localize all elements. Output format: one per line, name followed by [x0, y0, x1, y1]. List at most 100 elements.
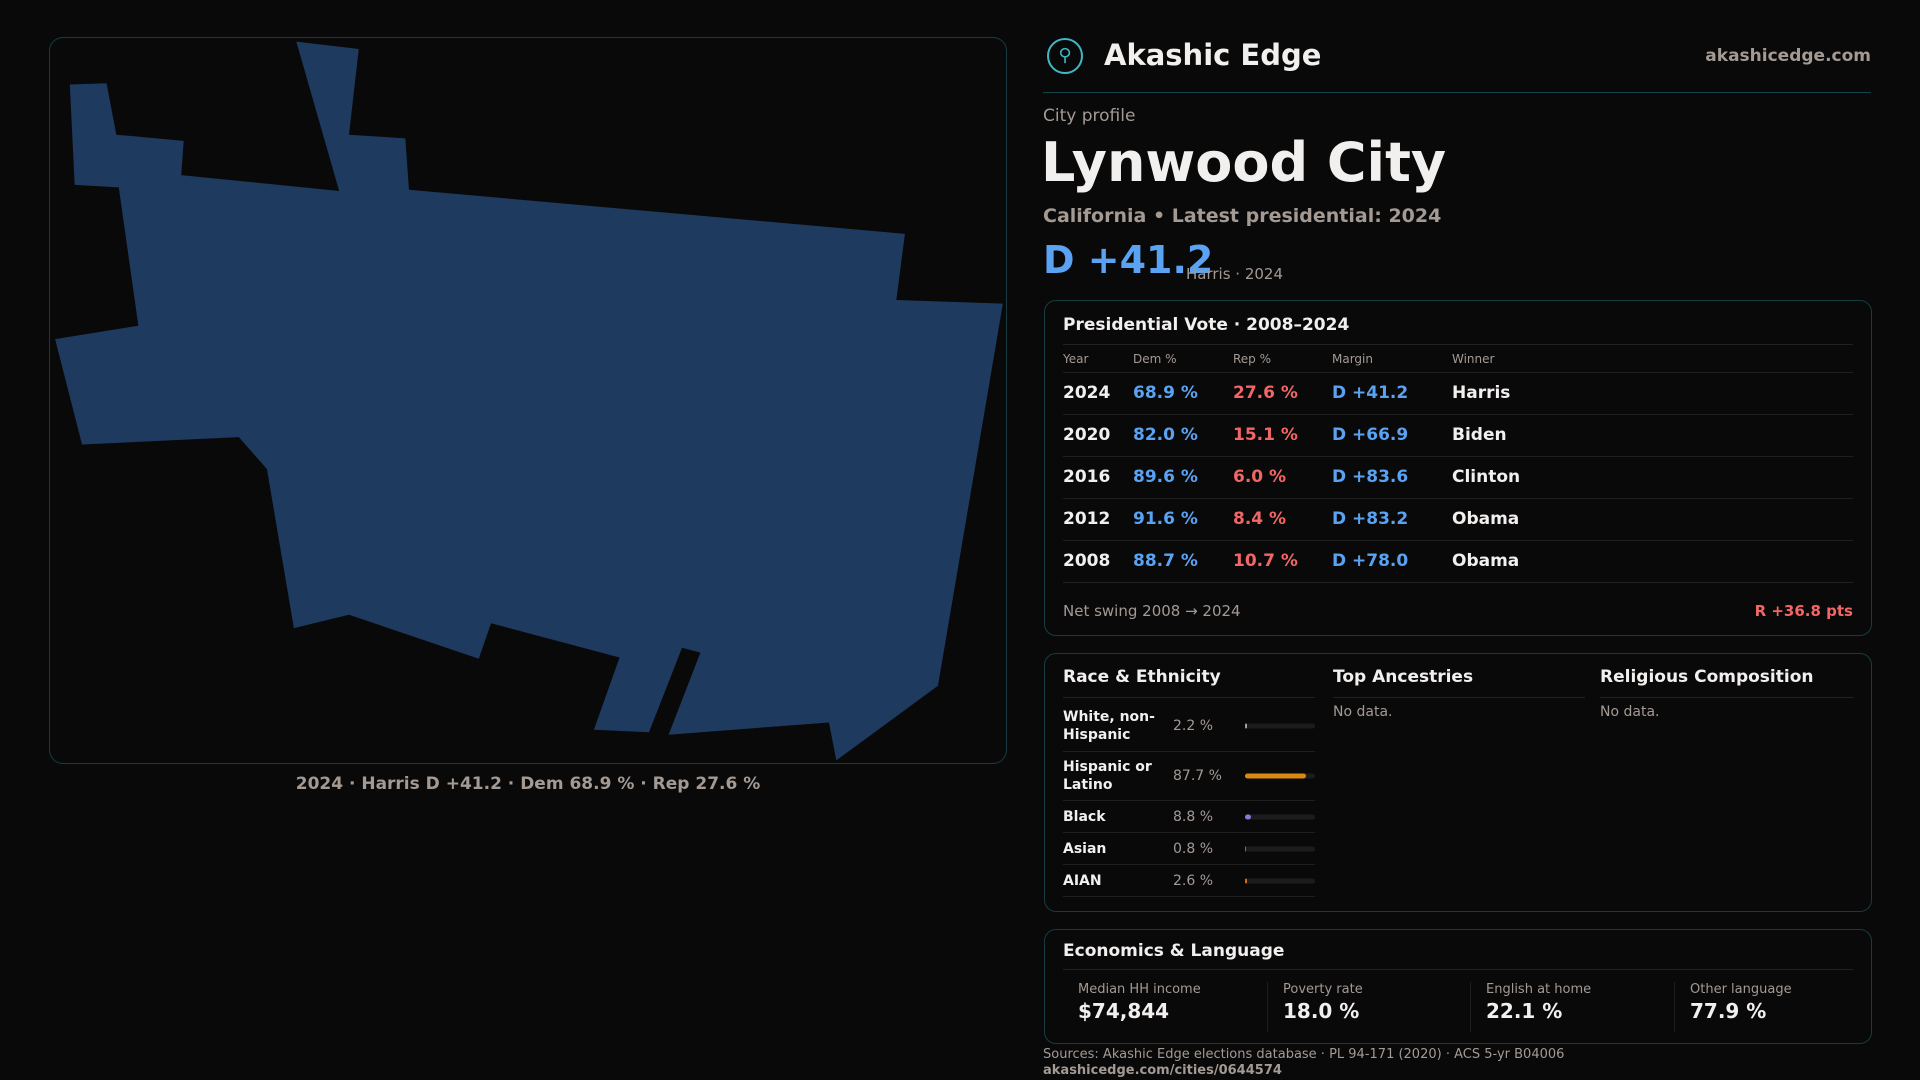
column-header: Rep % [1233, 352, 1272, 366]
race-title: Race & Ethnicity [1063, 667, 1221, 687]
column-header: Year [1063, 352, 1089, 366]
ancestries-empty: No data. [1333, 704, 1393, 720]
cell-dem: 82.0 % [1133, 425, 1198, 445]
race-row: White, non-Hispanic 2.2 % [1063, 701, 1315, 752]
net-swing-label: Net swing 2008 → 2024 [1063, 602, 1241, 620]
card-title: Presidential Vote · 2008–2024 [1063, 315, 1350, 335]
table-row[interactable]: 2008 88.7 % 10.7 % D +78.0 Obama [1063, 540, 1853, 582]
divider [1063, 344, 1853, 345]
column-header: Winner [1452, 352, 1495, 366]
column-header: Margin [1332, 352, 1373, 366]
race-pct: 2.2 % [1173, 718, 1214, 734]
economics-card: Economics & Language Median HH income $7… [1044, 929, 1872, 1044]
economics-title: Economics & Language [1063, 941, 1285, 961]
stat-label: Median HH income [1078, 982, 1201, 997]
cell-year: 2020 [1063, 425, 1111, 445]
cell-rep: 8.4 % [1233, 509, 1287, 529]
margin-headline: D +41.2 [1043, 238, 1214, 282]
map-panel[interactable] [49, 37, 1007, 764]
econ-stat: Poverty rate 18.0 % [1267, 982, 1457, 1032]
cell-rep: 27.6 % [1233, 383, 1298, 403]
race-pct: 2.6 % [1173, 872, 1214, 889]
header-divider [1043, 92, 1871, 93]
stat-value: 22.1 % [1486, 999, 1563, 1023]
cell-dem: 91.6 % [1133, 509, 1198, 529]
cell-winner: Harris [1452, 383, 1511, 403]
presidential-card: Presidential Vote · 2008–2024 Year Dem % R… [1044, 300, 1872, 636]
religion-empty: No data. [1600, 704, 1660, 720]
city-boundary-shape[interactable] [55, 41, 1003, 761]
cell-dem: 89.6 % [1133, 467, 1198, 487]
demographics-card: Race & Ethnicity White, non-Hispanic 2.2… [1044, 653, 1872, 912]
cell-margin: D +78.0 [1332, 551, 1409, 571]
race-bar-fill [1245, 773, 1307, 779]
cell-rep: 10.7 % [1233, 551, 1298, 571]
stat-value: 18.0 % [1283, 999, 1360, 1023]
cell-winner: Obama [1452, 551, 1520, 571]
cell-winner: Biden [1452, 425, 1507, 445]
race-bar [1245, 814, 1315, 819]
religion-title: Religious Composition [1600, 667, 1814, 687]
race-label: Asian [1063, 840, 1107, 857]
econ-stat: English at home 22.1 % [1470, 982, 1660, 1032]
margin-note: Harris · 2024 [1186, 265, 1284, 283]
cell-year: 2012 [1063, 509, 1111, 529]
column-header: Dem % [1133, 352, 1177, 366]
race-bar [1245, 773, 1315, 779]
econ-stat: Other language 77.9 % [1674, 982, 1864, 1032]
race-row: Asian 0.8 % [1063, 833, 1315, 865]
table-row[interactable]: 2016 89.6 % 6.0 % D +83.6 Clinton [1063, 456, 1853, 498]
divider [1333, 697, 1585, 698]
race-bar-fill [1245, 846, 1247, 851]
cell-margin: D +83.6 [1332, 467, 1409, 487]
page-title: Lynwood City [1041, 131, 1447, 194]
cell-year: 2024 [1063, 383, 1111, 403]
race-bar-fill [1245, 814, 1252, 819]
race-label: Hispanic or Latino [1063, 759, 1152, 793]
cell-dem: 88.7 % [1133, 551, 1198, 571]
cell-rep: 6.0 % [1233, 467, 1287, 487]
cell-year: 2008 [1063, 551, 1111, 571]
cell-rep: 15.1 % [1233, 425, 1298, 445]
brand-name: Akashic Edge [1104, 38, 1322, 72]
cell-winner: Obama [1452, 509, 1520, 529]
race-bar [1245, 878, 1315, 883]
stat-label: Other language [1690, 982, 1792, 997]
cell-dem: 68.9 % [1133, 383, 1198, 403]
divider [1600, 697, 1854, 698]
cell-margin: D +83.2 [1332, 509, 1409, 529]
compass-emblem-icon: ⚲ [1047, 38, 1083, 74]
cell-margin: D +66.9 [1332, 425, 1409, 445]
econ-stat: Median HH income $74,844 [1063, 982, 1253, 1032]
site-link[interactable]: akashicedge.com [1705, 46, 1871, 66]
stat-label: Poverty rate [1283, 982, 1363, 997]
race-bar-fill [1245, 723, 1247, 729]
net-swing-value: R +36.8 pts [1754, 602, 1853, 620]
race-row: AIAN 2.6 % [1063, 865, 1315, 897]
race-label: White, non-Hispanic [1063, 709, 1155, 743]
eyebrow: City profile [1043, 106, 1136, 126]
city-url[interactable]: akashicedge.com/cities/0644574 [1043, 1063, 1282, 1078]
subtitle: California • Latest presidential: 2024 [1043, 205, 1442, 227]
divider [1063, 697, 1315, 698]
race-bar [1245, 723, 1315, 729]
race-pct: 0.8 % [1173, 840, 1214, 857]
table-row[interactable]: 2024 68.9 % 27.6 % D +41.2 Harris [1063, 372, 1853, 414]
race-label: AIAN [1063, 872, 1102, 889]
cell-year: 2016 [1063, 467, 1111, 487]
divider [1063, 582, 1853, 583]
race-row: Black 8.8 % [1063, 801, 1315, 833]
cell-winner: Clinton [1452, 467, 1521, 487]
table-row[interactable]: 2012 91.6 % 8.4 % D +83.2 Obama [1063, 498, 1853, 540]
map-caption: 2024 · Harris D +41.2 · Dem 68.9 % · Rep… [295, 774, 761, 794]
race-bar-fill [1245, 878, 1247, 883]
race-row: Hispanic or Latino 87.7 % [1063, 752, 1315, 801]
table-row[interactable]: 2020 82.0 % 15.1 % D +66.9 Biden [1063, 414, 1853, 456]
stat-value: $74,844 [1078, 999, 1170, 1023]
race-bar [1245, 846, 1315, 851]
divider [1063, 969, 1853, 970]
cell-margin: D +41.2 [1332, 383, 1409, 403]
race-pct: 87.7 % [1173, 768, 1222, 784]
ancestries-title: Top Ancestries [1333, 667, 1474, 687]
